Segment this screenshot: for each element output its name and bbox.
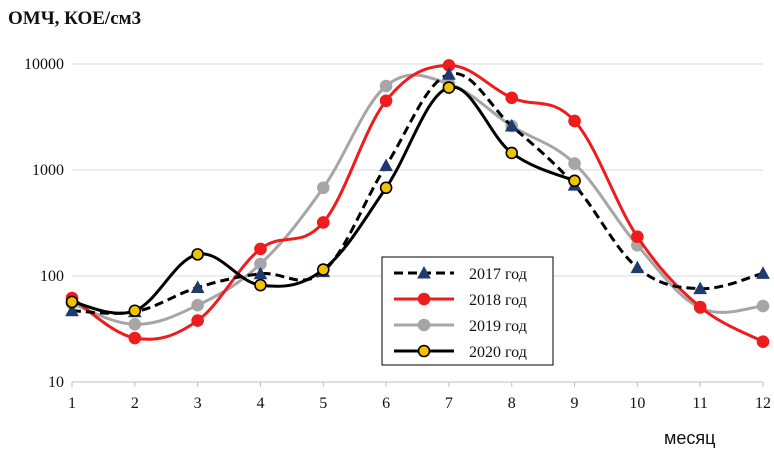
legend-2019-marker (417, 318, 431, 332)
x-tick-label: 10 (629, 395, 645, 412)
x-tick-label: 11 (692, 395, 707, 412)
legend-2020-marker (417, 344, 431, 358)
series-2020-point (505, 146, 519, 160)
series-2017-point (190, 280, 205, 293)
legend-2017-label: 2017 год (469, 266, 527, 283)
series-2018-point (316, 216, 330, 229)
y-tick-label: 10 (48, 374, 64, 391)
legend-2020-label: 2020 год (469, 344, 527, 361)
series-2017-point (504, 118, 519, 132)
legend: 2017 год 2018 год 2019 год 2020 год (381, 256, 554, 366)
legend-box (381, 256, 554, 366)
series-2020-point (254, 278, 267, 292)
x-tick-label: 4 (256, 395, 264, 412)
x-tick-label: 9 (571, 395, 579, 412)
y-tick-label: 100 (40, 268, 64, 285)
series-2017-point (379, 158, 393, 172)
x-tick-label: 12 (755, 395, 771, 412)
series-2020-point (191, 248, 204, 261)
series-2018-point (254, 242, 267, 256)
legend-2017-marker (417, 265, 431, 279)
series-2017-point (253, 266, 268, 280)
x-tick-label: 1 (68, 395, 76, 412)
x-tick-label: 3 (194, 395, 202, 412)
legend-2019-label: 2019 год (469, 318, 527, 335)
series-2019-point (128, 318, 142, 331)
series-2019-point (568, 157, 581, 170)
x-axis-label: месяц (664, 428, 716, 448)
legend-2018-marker (417, 292, 431, 306)
series-2017-point (693, 281, 708, 295)
x-tick-label: 7 (445, 395, 453, 412)
y-tick-label: 1000 (32, 162, 64, 179)
series-group (65, 59, 770, 348)
series-2020-line (71, 85, 576, 315)
x-tick-label: 8 (508, 395, 516, 412)
series-2018-point (756, 335, 770, 348)
series-2020-point (128, 304, 142, 318)
series-2018-point (379, 94, 393, 108)
series-2018-point (505, 91, 519, 105)
series-2020-point (442, 81, 456, 94)
series-2018-point (128, 331, 142, 345)
series-2018-point (693, 300, 707, 314)
series-2020-point (568, 174, 581, 188)
x-tick-label: 5 (319, 395, 327, 412)
series-2020-point (316, 263, 330, 276)
series-2019-point (316, 181, 330, 195)
series-2018-point (631, 230, 644, 243)
y-tick-label: 10000 (24, 56, 64, 73)
series-2018-point (568, 114, 581, 128)
series-2019-point (756, 299, 770, 313)
x-tick-label: 6 (382, 395, 390, 412)
series-2017-point (756, 266, 770, 279)
series-2019-point (191, 298, 204, 312)
series-2020-point (379, 181, 393, 195)
legend-2018-label: 2018 год (469, 292, 527, 309)
series-2019-point (379, 79, 393, 93)
series-2017-point (65, 303, 79, 317)
series-2020-point (65, 295, 79, 309)
series-2017-point (630, 260, 645, 274)
grid-lines (72, 63, 763, 277)
x-tick-label: 2 (131, 395, 139, 412)
series-2018-point (191, 314, 204, 327)
series-2017-point (442, 67, 456, 80)
chart-title: ОМЧ, КОЕ/см3 (8, 8, 142, 29)
